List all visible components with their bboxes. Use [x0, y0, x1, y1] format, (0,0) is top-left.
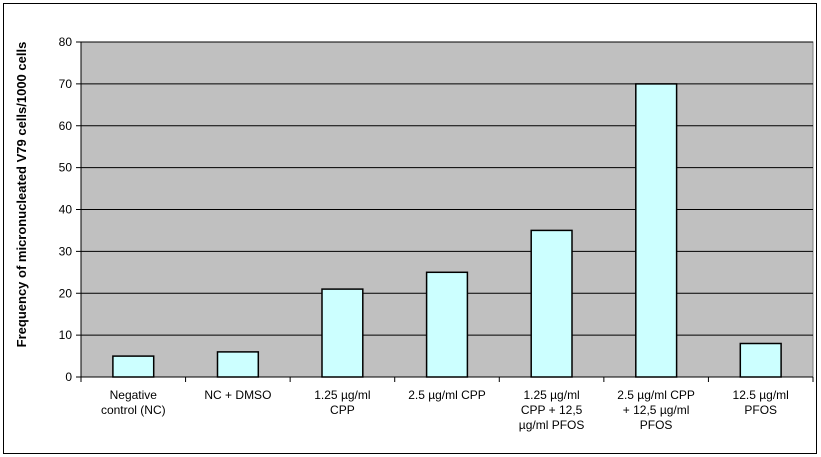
x-tick-label: 1.25 µg/ml: [314, 388, 370, 402]
x-tick-label: 1.25 µg/ml: [523, 388, 579, 402]
y-axis-label: Frequency of micronucleated V79 cells/10…: [14, 42, 29, 348]
x-tick-label: + 12,5 µg/ml: [623, 403, 690, 417]
y-tick-label: 70: [59, 77, 73, 91]
x-tick-label: 12.5 µg/ml: [733, 388, 789, 402]
y-tick-label: 40: [59, 203, 73, 217]
x-tick-label: CPP + 12,5: [521, 403, 583, 417]
x-tick-label: NC + DMSO: [204, 388, 271, 402]
y-tick-label: 80: [59, 35, 73, 49]
bar: [425, 271, 469, 378]
y-tick-label: 10: [59, 328, 73, 342]
x-tick-label: PFOS: [640, 418, 673, 432]
x-tick-label: Negative: [110, 388, 158, 402]
x-tick-label: PFOS: [744, 403, 777, 417]
bar: [112, 355, 155, 378]
bar: [739, 342, 782, 378]
bar: [530, 229, 573, 378]
bar: [216, 351, 260, 378]
y-tick-label: 20: [59, 286, 73, 300]
y-tick-labels: 0 10 20 30 40 50 60 70 80: [59, 35, 73, 384]
x-tick-label: µg/ml PFOS: [519, 418, 585, 432]
x-tick-label: 2.5 µg/ml CPP: [617, 388, 695, 402]
x-tick-label: 2.5 µg/ml CPP: [408, 388, 486, 402]
bar: [635, 83, 678, 378]
y-tick-label: 30: [59, 244, 73, 258]
axes: [76, 41, 814, 382]
y-tick-label: 50: [59, 161, 73, 175]
x-tick-label: control (NC): [101, 403, 166, 417]
y-tick-label: 0: [65, 370, 72, 384]
y-tick-label: 60: [59, 119, 73, 133]
bar: [321, 288, 364, 378]
x-tick-label: CPP: [330, 403, 355, 417]
bars: [112, 83, 782, 378]
